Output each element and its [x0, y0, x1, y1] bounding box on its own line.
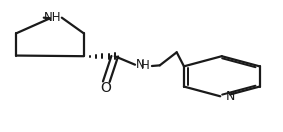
Text: H: H: [141, 59, 150, 72]
Text: N: N: [136, 58, 145, 71]
Text: O: O: [100, 81, 111, 95]
Text: N: N: [226, 90, 235, 103]
Text: NH: NH: [44, 11, 61, 23]
